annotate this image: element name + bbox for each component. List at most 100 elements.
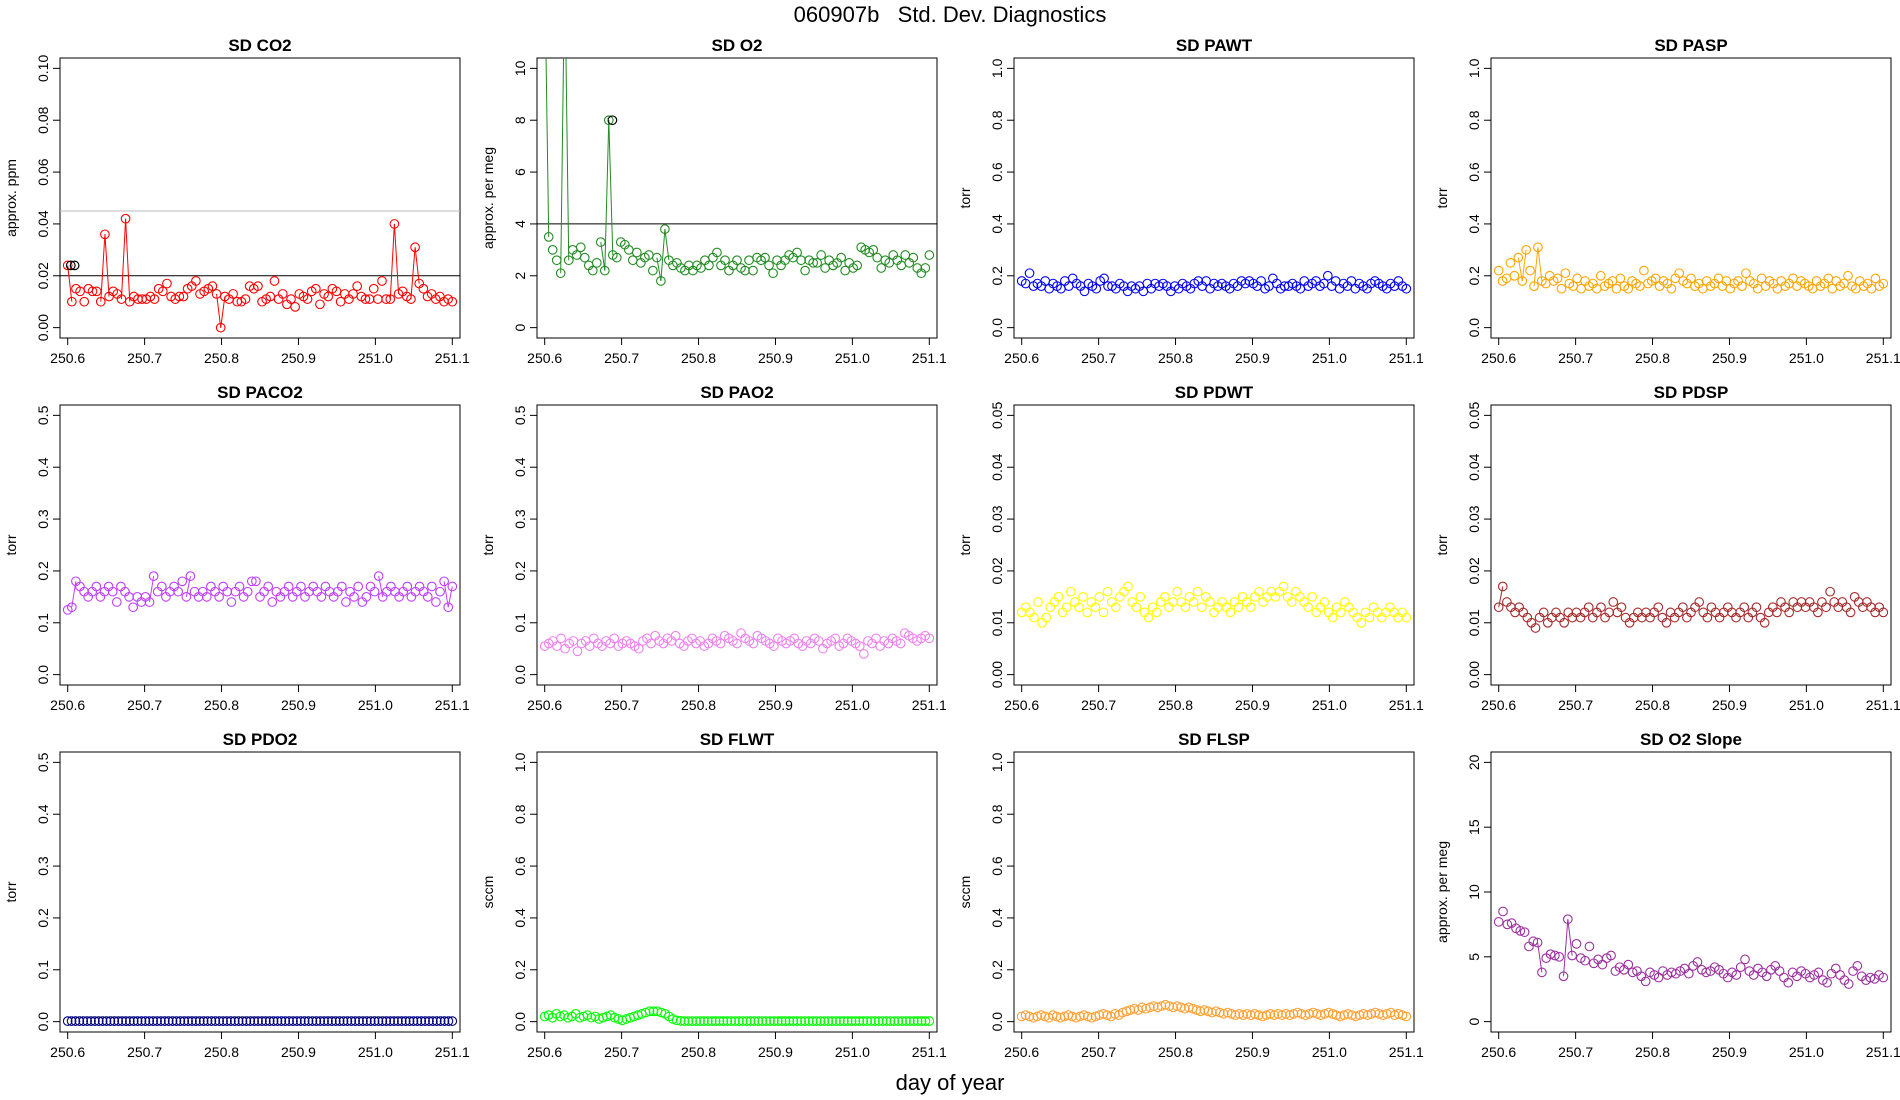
data-point xyxy=(1074,602,1084,613)
data-point xyxy=(1327,612,1338,623)
x-tick-label: 251.1 xyxy=(435,1044,470,1060)
data-point xyxy=(82,1016,92,1026)
data-point xyxy=(66,602,77,613)
data-point xyxy=(811,1016,822,1026)
data-point xyxy=(1024,1011,1035,1022)
data-point xyxy=(393,1016,403,1026)
y-tick-label: 0.0 xyxy=(989,1012,1005,1032)
data-point xyxy=(543,232,554,242)
data-point xyxy=(191,276,201,286)
y-axis-label: sccm xyxy=(480,876,496,909)
data-point xyxy=(1821,602,1831,613)
data-point xyxy=(1269,1010,1280,1020)
data-point xyxy=(1192,586,1203,597)
data-point xyxy=(443,1016,454,1026)
data-point xyxy=(1517,276,1528,286)
plot-frame xyxy=(1013,57,1415,339)
data-point xyxy=(749,1016,760,1026)
data-point xyxy=(1151,607,1162,618)
data-point xyxy=(1256,276,1266,286)
y-tick-label: 0.01 xyxy=(1466,609,1482,636)
spike-segment xyxy=(1537,942,1543,973)
data-point xyxy=(334,1016,345,1026)
panel-title: SD PDWT xyxy=(1175,383,1254,402)
y-tick-label: 0.06 xyxy=(35,158,51,185)
data-point xyxy=(555,1011,566,1022)
data-point xyxy=(1225,607,1236,618)
data-point xyxy=(1125,1005,1136,1015)
data-point xyxy=(264,1016,275,1026)
data-point xyxy=(1812,607,1823,618)
data-point xyxy=(1772,607,1782,618)
data-point xyxy=(900,250,911,260)
data-point xyxy=(1530,623,1541,633)
data-point xyxy=(1090,602,1101,613)
data-point xyxy=(1205,597,1215,607)
x-tick-label: 250.9 xyxy=(281,350,316,366)
data-point xyxy=(1051,1011,1062,1022)
data-point xyxy=(761,1016,771,1026)
data-point xyxy=(1493,916,1504,927)
data-point xyxy=(315,1016,326,1026)
x-tick-label: 251.0 xyxy=(835,697,870,713)
data-point xyxy=(1234,1009,1245,1019)
data-point xyxy=(257,1016,267,1026)
y-tick-label: 0.8 xyxy=(512,804,528,824)
y-tick-label: 0.0 xyxy=(512,1012,528,1032)
data-point xyxy=(327,1016,337,1026)
data-point xyxy=(1852,961,1863,971)
x-tick-label: 251.1 xyxy=(1389,350,1424,366)
data-point xyxy=(1319,1009,1330,1019)
data-point xyxy=(447,1016,458,1026)
spike-segment xyxy=(447,586,453,608)
data-point xyxy=(242,586,253,597)
y-tick-label: 4 xyxy=(512,220,528,228)
data-point xyxy=(870,1016,880,1026)
data-point xyxy=(431,597,441,607)
data-point xyxy=(812,257,822,268)
data-point xyxy=(885,1016,896,1026)
x-tick-label: 250.8 xyxy=(1158,350,1193,366)
y-axis-label: torr xyxy=(1434,187,1450,208)
data-point xyxy=(1580,955,1590,966)
data-point xyxy=(1870,273,1881,284)
data-point xyxy=(835,1016,845,1026)
y-tick-label: 0.0 xyxy=(1466,318,1482,338)
data-point xyxy=(183,1016,193,1026)
data-point xyxy=(868,245,879,255)
data-point xyxy=(1521,245,1532,255)
y-axis-label: torr xyxy=(3,534,19,555)
data-point xyxy=(753,1016,764,1026)
data-point xyxy=(1307,592,1318,602)
data-point xyxy=(117,1016,127,1026)
y-tick-label: 0.4 xyxy=(1466,214,1482,234)
x-tick-label: 250.6 xyxy=(527,350,562,366)
data-point xyxy=(385,294,396,304)
data-point xyxy=(800,265,810,276)
data-point xyxy=(840,265,851,276)
data-point xyxy=(1519,927,1530,938)
data-point xyxy=(373,571,384,581)
data-point xyxy=(656,276,666,286)
data-point xyxy=(310,283,321,294)
data-point xyxy=(1845,607,1856,618)
data-point xyxy=(260,1016,271,1026)
data-point xyxy=(435,1016,446,1026)
y-tick-label: 0.3 xyxy=(512,509,528,529)
data-point xyxy=(796,255,806,266)
y-tick-label: 0.02 xyxy=(1466,557,1482,584)
y-tick-label: 0.00 xyxy=(1466,661,1482,688)
data-point xyxy=(1053,592,1064,602)
panel-title: SD CO2 xyxy=(228,36,291,55)
data-point xyxy=(881,1016,892,1026)
data-point xyxy=(1082,1011,1093,1022)
y-tick-label: 0.00 xyxy=(989,661,1005,688)
spike-segment xyxy=(125,218,131,302)
x-tick-label: 250.7 xyxy=(1081,350,1116,366)
data-point xyxy=(1335,607,1346,618)
data-point xyxy=(765,1016,775,1026)
x-tick-label: 250.7 xyxy=(1558,697,1593,713)
data-point xyxy=(852,260,863,271)
x-tick-label: 250.9 xyxy=(758,1044,793,1060)
panel-title: SD PAO2 xyxy=(700,383,773,402)
